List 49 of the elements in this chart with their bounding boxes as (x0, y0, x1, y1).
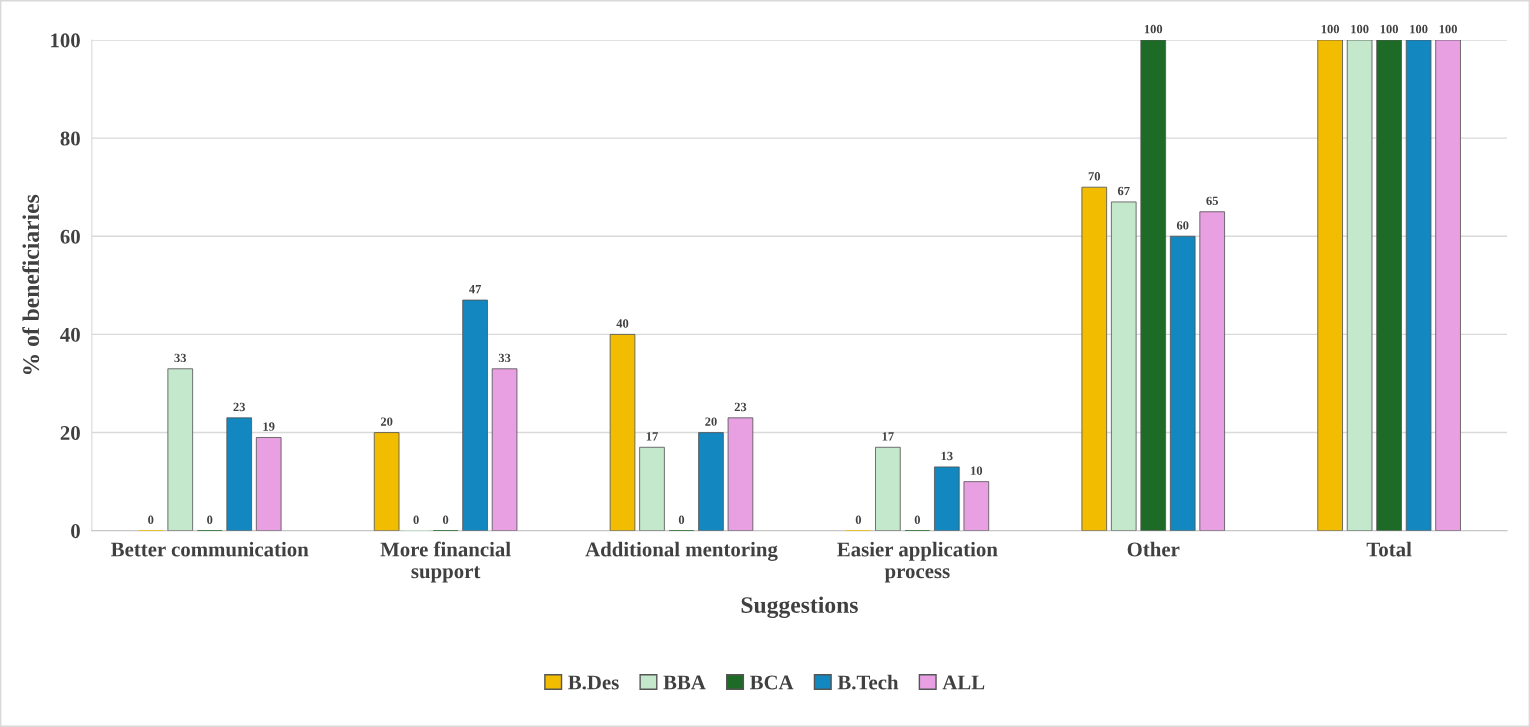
x-tick-label: More financial support (380, 541, 511, 583)
data-label: 0 (148, 515, 154, 524)
data-label: 0 (914, 515, 921, 524)
data-label: 100 (1351, 24, 1369, 34)
data-label: 67 (1117, 186, 1130, 196)
data-label: 13 (941, 451, 953, 461)
data-label: 0 (855, 515, 862, 524)
data-label: 33 (174, 353, 187, 363)
data-label: 23 (233, 402, 246, 412)
data-label: 0 (678, 515, 685, 524)
data-label: 0 (413, 515, 419, 524)
data-label: 17 (646, 432, 658, 441)
data-label: 20 (380, 417, 393, 426)
y-tick-label: 20 (60, 425, 80, 440)
data-label: 100 (1321, 24, 1340, 34)
y-tick-label: 0 (71, 524, 80, 539)
data-label: 33 (498, 353, 511, 363)
data-label: 65 (1206, 196, 1218, 206)
y-tick-label: 100 (51, 33, 80, 48)
data-label: 70 (1088, 172, 1101, 181)
legend-label: ALL (942, 675, 985, 690)
x-tick-label: Other (1127, 541, 1180, 557)
legend-label: BBA (663, 675, 706, 690)
data-label: 0 (207, 515, 213, 524)
x-tick-label: Easier application process (837, 541, 998, 583)
y-tick-label: 60 (60, 229, 80, 244)
data-label: 19 (263, 422, 275, 431)
legend-label: BCA (749, 675, 794, 690)
data-label: 17 (882, 432, 894, 441)
data-label: 0 (442, 515, 449, 524)
y-tick-label: 40 (60, 327, 80, 342)
x-axis-title: Suggestions (741, 596, 858, 618)
legend-label: B.Des (568, 675, 619, 690)
data-label: 10 (971, 466, 983, 475)
y-tick-label: 80 (60, 131, 80, 146)
data-label: 40 (616, 319, 629, 328)
x-tick-label: Better communication (111, 541, 309, 557)
data-label: 100 (1144, 24, 1163, 34)
data-label: 100 (1380, 24, 1399, 34)
legend-label: B.Tech (837, 674, 899, 690)
data-label: 60 (1176, 221, 1189, 230)
data-label: 23 (734, 402, 747, 412)
x-tick-label: Total (1366, 541, 1412, 557)
x-tick-label: Additional mentoring (585, 541, 778, 561)
y-axis-title: % of beneficiaries (22, 194, 40, 375)
data-label: 100 (1410, 24, 1428, 34)
data-label: 47 (469, 285, 482, 294)
data-label: 20 (705, 417, 717, 426)
data-label: 100 (1439, 24, 1457, 34)
